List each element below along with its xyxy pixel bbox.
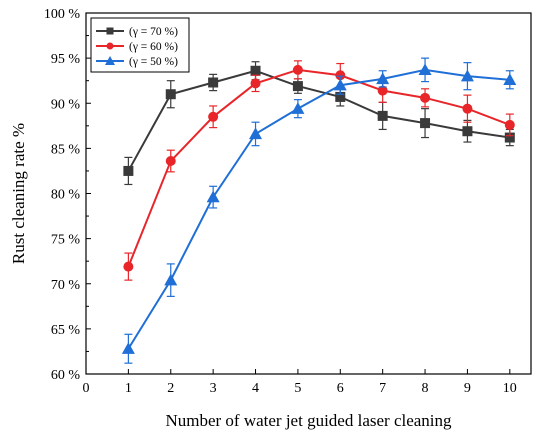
series-line (127, 68, 511, 267)
data-point (503, 73, 517, 85)
x-axis-title: Number of water jet guided laser cleanin… (165, 411, 452, 430)
data-point (335, 70, 346, 81)
data-point (335, 91, 346, 102)
data-point (208, 111, 219, 122)
y-tick-label: 75 % (51, 233, 81, 248)
data-point (121, 342, 135, 354)
x-tick-label: 2 (167, 381, 174, 396)
y-tick-label: 100 % (44, 7, 81, 22)
data-point (504, 132, 515, 143)
x-tick-label: 10 (503, 381, 517, 396)
series-2 (123, 60, 515, 281)
data-point (165, 156, 176, 167)
data-point (420, 118, 431, 129)
legend-label: (γ = 50 %) (129, 56, 178, 68)
x-tick-label: 3 (210, 381, 217, 396)
data-point (460, 69, 474, 82)
legend: (γ = 70 %) (γ = 60 %) (γ = 50 %) (90, 17, 190, 73)
x-tick-label: 8 (422, 381, 429, 396)
data-point (333, 78, 347, 91)
y-tick-label: 80 % (51, 188, 81, 203)
data-point (206, 190, 220, 203)
legend-swatch-marker (106, 42, 114, 50)
data-point (249, 127, 263, 140)
data-point (292, 64, 303, 75)
data-point (418, 63, 432, 76)
legend-label: (γ = 70 %) (129, 26, 178, 38)
series-line (127, 69, 510, 172)
y-tick-label: 60 % (51, 368, 81, 383)
x-tick-label: 0 (83, 381, 90, 396)
x-tick-label: 1 (125, 381, 132, 396)
data-point (123, 261, 134, 272)
data-point (462, 103, 473, 114)
series-line (127, 68, 510, 350)
y-tick-label: 95 % (51, 52, 81, 67)
x-tick-label: 7 (379, 381, 386, 396)
data-point (208, 77, 219, 88)
data-point (376, 72, 390, 85)
x-tick-label: 5 (294, 381, 301, 396)
data-point (164, 273, 178, 286)
data-point (250, 65, 261, 76)
y-tick-label: 70 % (51, 278, 81, 293)
data-point (292, 81, 303, 92)
data-point (504, 119, 515, 130)
series-layer (121, 57, 517, 364)
data-point (420, 92, 431, 103)
x-tick-label: 6 (337, 381, 344, 396)
y-tick-label: 85 % (51, 142, 81, 157)
data-point (250, 78, 261, 89)
data-point (291, 102, 305, 114)
x-tick-label: 9 (464, 381, 471, 396)
data-point (377, 110, 388, 121)
legend-swatch-marker (105, 56, 115, 65)
data-point (462, 126, 473, 137)
y-axis-title: Rust cleaning rate % (9, 123, 28, 264)
tick-layer: 0 1 2 3 4 5 6 7 8 9 10 60 % 65 % 70 % 75 % 80 % 85 % 90 %… (44, 7, 517, 396)
series-3 (121, 57, 517, 364)
legend-label: (γ = 60 %) (129, 41, 178, 53)
data-point (165, 89, 176, 100)
data-point (377, 85, 388, 96)
data-point (123, 165, 134, 176)
x-tick-label: 4 (252, 381, 259, 396)
legend-swatch-marker (106, 27, 114, 35)
y-tick-label: 90 % (51, 97, 81, 112)
plot-frame (85, 12, 532, 375)
y-tick-label: 65 % (51, 323, 81, 338)
